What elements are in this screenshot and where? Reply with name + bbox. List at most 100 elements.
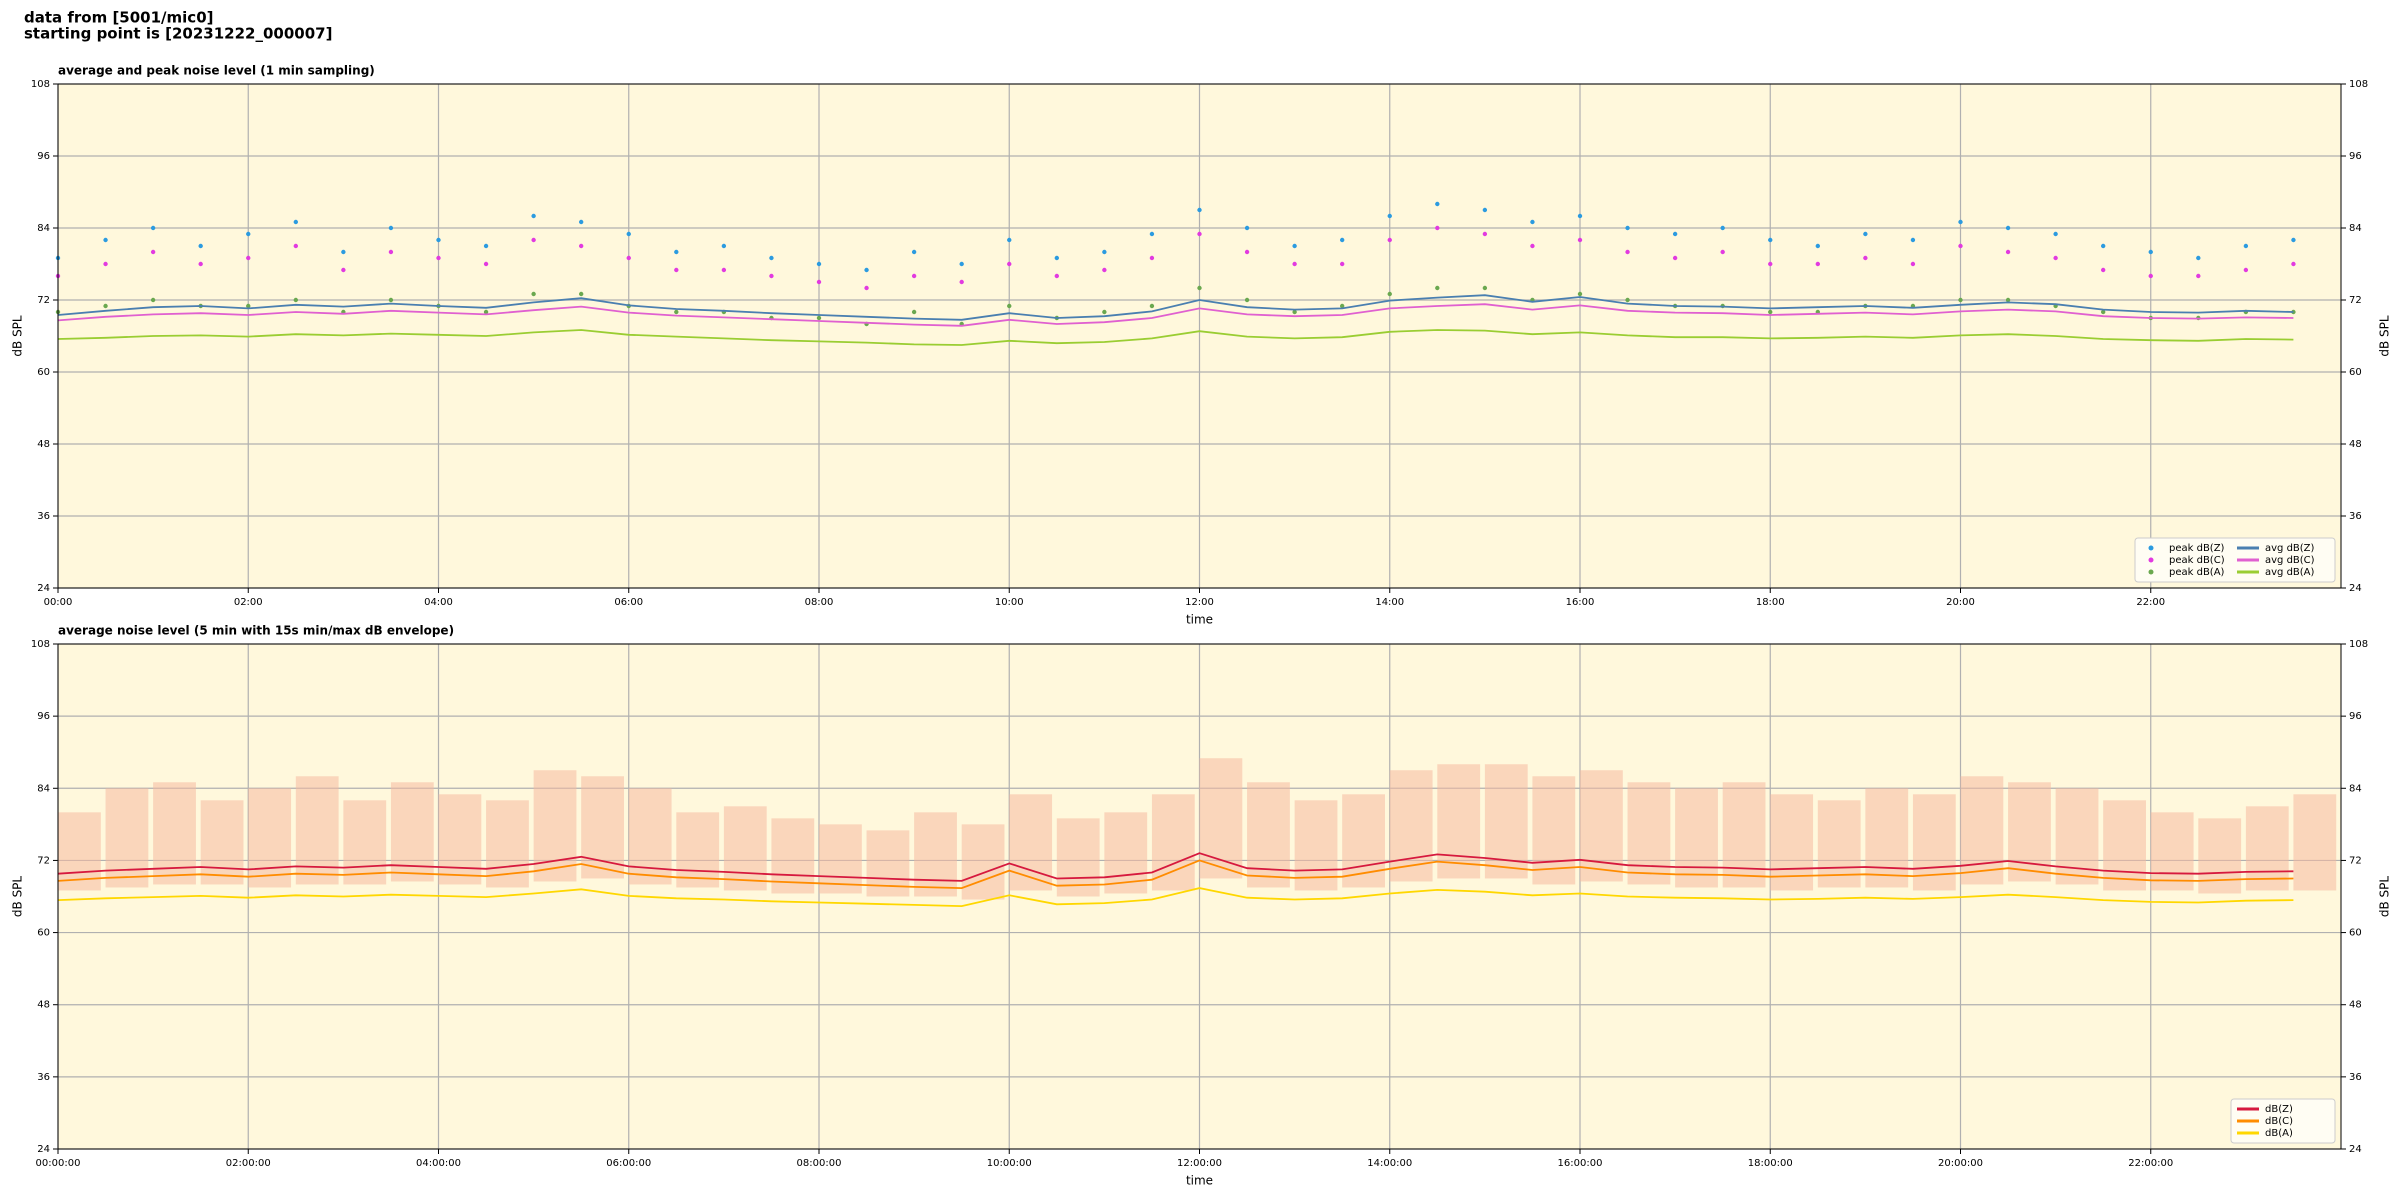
envelope-band xyxy=(2293,794,2337,891)
envelope-band xyxy=(1865,788,1909,888)
x-tick-label: 20:00 xyxy=(1946,597,1975,608)
peak-point xyxy=(483,309,489,315)
x-tick-label: 18:00:00 xyxy=(1748,1158,1793,1169)
envelope-band xyxy=(2103,800,2146,891)
peak-point xyxy=(1910,261,1916,267)
peak-point xyxy=(1054,273,1060,279)
x-tick-label: 02:00:00 xyxy=(226,1158,271,1169)
peak-point xyxy=(1625,249,1630,255)
envelope-band xyxy=(200,800,244,885)
plot-frame xyxy=(57,643,2342,1150)
peak-point xyxy=(103,237,108,243)
x-axis-label: time xyxy=(1186,613,1213,627)
peak-point xyxy=(1197,285,1202,291)
peak-point xyxy=(1958,243,1963,249)
envelope-band xyxy=(438,794,482,885)
peak-point xyxy=(1672,255,1678,261)
envelope-band xyxy=(295,776,339,885)
peak-point xyxy=(674,267,679,273)
peak-point xyxy=(198,261,203,267)
envelope-band xyxy=(105,788,149,888)
peak-point xyxy=(2291,309,2296,315)
peak-point xyxy=(1054,255,1060,261)
peak-point xyxy=(1625,297,1630,303)
peak-point xyxy=(2148,273,2153,279)
peak-point xyxy=(1863,231,1868,237)
peak-point xyxy=(2005,297,2011,303)
peak-point xyxy=(674,309,679,315)
legend-label: peak dB(Z) xyxy=(2169,543,2225,554)
peak-point xyxy=(578,243,584,249)
legend-label: dB(Z) xyxy=(2265,1104,2293,1115)
y-tick-label: 24 xyxy=(37,1144,50,1155)
peak-point xyxy=(1482,207,1488,213)
peak-point xyxy=(1482,231,1488,237)
peak-point xyxy=(246,255,251,261)
envelope-band xyxy=(1247,782,1290,888)
peak-point xyxy=(769,273,774,279)
legend-label: peak dB(A) xyxy=(2169,567,2225,578)
peak-point xyxy=(1625,225,1630,231)
peak-point xyxy=(1577,213,1583,219)
y-tick-label-right: 36 xyxy=(2349,1072,2362,1083)
peak-point xyxy=(1435,225,1440,231)
peak-point xyxy=(1482,285,1488,291)
envelope-band xyxy=(1056,818,1100,897)
peak-point xyxy=(341,267,346,273)
envelope-band xyxy=(1199,758,1243,879)
peak-point xyxy=(1720,249,1725,255)
x-tick-label: 04:00:00 xyxy=(416,1158,461,1169)
plot-frame xyxy=(57,83,2342,589)
peak-point xyxy=(1863,255,1868,261)
peak-point xyxy=(1387,237,1392,243)
envelope-band xyxy=(676,812,720,888)
y-tick-label-right: 36 xyxy=(2349,511,2362,522)
peak-point xyxy=(2100,243,2106,249)
peak-point xyxy=(150,297,156,303)
peak-point xyxy=(483,261,489,267)
peak-point xyxy=(959,279,964,285)
y-tick-label: 84 xyxy=(37,223,50,234)
peak-point xyxy=(1197,231,1202,237)
peak-point xyxy=(1958,219,1963,225)
y-tick-label: 36 xyxy=(37,1072,50,1083)
peak-point xyxy=(436,255,441,261)
legend-label: dB(C) xyxy=(2265,1116,2293,1127)
header-line: starting point is [20231222_000007] xyxy=(24,25,332,43)
peak-point xyxy=(531,291,536,297)
peak-point xyxy=(1007,303,1012,309)
peak-point xyxy=(293,243,299,249)
peak-point xyxy=(2053,231,2058,237)
peak-point xyxy=(246,231,251,237)
envelope-band xyxy=(343,800,387,885)
peak-point xyxy=(864,285,869,291)
x-tick-label: 16:00:00 xyxy=(1558,1158,1603,1169)
peak-point xyxy=(1958,297,1963,303)
x-tick-label: 06:00:00 xyxy=(606,1158,651,1169)
envelope-band xyxy=(1627,782,1671,885)
y-tick-label-right: 48 xyxy=(2349,1000,2362,1011)
series-line xyxy=(57,329,2294,346)
peak-point xyxy=(1815,243,1821,249)
peak-point xyxy=(1720,225,1725,231)
envelope-band xyxy=(2245,806,2289,891)
peak-point xyxy=(1102,309,1107,315)
y-axis-label-right: dB SPL xyxy=(2378,876,2392,918)
legend-label: dB(A) xyxy=(2265,1128,2293,1139)
y-tick-label-right: 84 xyxy=(2349,223,2362,234)
envelope-band xyxy=(723,806,767,891)
peak-point xyxy=(483,243,489,249)
legend-marker xyxy=(2148,569,2154,575)
y-axis-label: dB SPL xyxy=(11,315,25,357)
envelope-band xyxy=(1104,812,1148,894)
y-tick-label: 96 xyxy=(37,151,50,162)
legend-marker xyxy=(2148,557,2154,563)
peak-point xyxy=(2196,273,2201,279)
y-tick-label-right: 108 xyxy=(2349,639,2368,650)
peak-point xyxy=(150,249,156,255)
peak-point xyxy=(816,315,822,321)
peak-point xyxy=(1815,261,1821,267)
peak-point xyxy=(1672,231,1678,237)
peak-point xyxy=(1910,237,1916,243)
y-tick-label: 60 xyxy=(37,367,50,378)
